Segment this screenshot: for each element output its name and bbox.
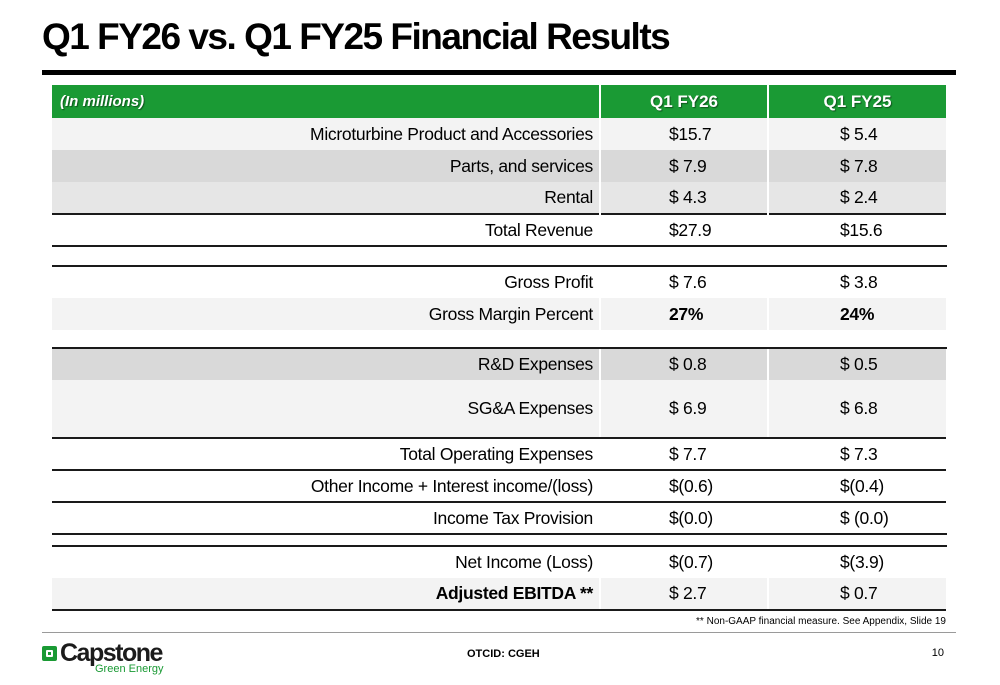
q1fy25-value: $ 2.4: [768, 182, 946, 214]
q1fy26-value: $(0.6): [600, 470, 769, 503]
footnote: ** Non-GAAP financial measure. See Appen…: [696, 616, 946, 627]
row-label: Gross Margin Percent: [52, 298, 601, 330]
page-number: 10: [931, 647, 944, 659]
spacer-row: [52, 534, 947, 547]
header-q1fy26: Q1 FY26: [600, 85, 769, 118]
row-label: Adjusted EBITDA **: [52, 578, 601, 611]
q1fy26-value: $ 6.9: [600, 380, 769, 439]
spacer-cell: [600, 534, 769, 547]
q1fy26-value: $ 4.3: [600, 182, 769, 214]
spacer-cell: [768, 330, 947, 349]
table-row: Net Income (Loss) $(0.7) $(3.9): [52, 546, 946, 578]
spacer-cell: [768, 534, 947, 547]
table-row-total-revenue: Total Revenue $27.9 $15.6: [52, 213, 946, 247]
logo-subtitle: Green Energy: [95, 663, 164, 675]
q1fy26-value: $27.9: [600, 213, 769, 247]
table-row: Gross Margin Percent 27% 24%: [52, 298, 946, 330]
spacer-cell: [52, 330, 601, 349]
q1fy25-value: $ 3.8: [768, 266, 946, 298]
q1fy25-value: $(3.9): [768, 546, 946, 578]
q1fy26-value: $ 0.8: [600, 348, 769, 380]
ticker-symbol: OTCID: CGEH: [467, 648, 540, 660]
spacer-cell: [600, 246, 769, 267]
row-label: Gross Profit: [52, 266, 601, 298]
header-q1fy25: Q1 FY25: [768, 85, 946, 118]
q1fy25-value: $ 6.8: [768, 380, 946, 439]
q1fy25-value: $ 0.5: [768, 348, 946, 380]
footer-divider: [42, 632, 956, 633]
row-label: R&D Expenses: [52, 348, 601, 380]
table-row: Parts, and services $ 7.9 $ 7.8: [52, 150, 946, 182]
row-label: Income Tax Provision: [52, 502, 601, 535]
table-row: SG&A Expenses $ 6.9 $ 6.8: [52, 380, 946, 439]
row-label: Parts, and services: [52, 150, 601, 182]
row-label: Rental: [52, 182, 601, 214]
row-label: Other Income + Interest income/(loss): [52, 470, 601, 503]
spacer-cell: [52, 246, 601, 267]
q1fy26-value: $(0.0): [600, 502, 769, 535]
q1fy26-value: $ 7.9: [600, 150, 769, 182]
spacer-cell: [600, 330, 769, 349]
q1fy26-value: $(0.7): [600, 546, 769, 578]
logo-name: Capstone: [60, 639, 163, 667]
q1fy25-value: $ 0.7: [768, 578, 946, 611]
q1fy26-value: $ 7.6: [600, 266, 769, 298]
table-row-adjusted-ebitda: Adjusted EBITDA ** $ 2.7 $ 0.7: [52, 578, 946, 611]
row-label: Microturbine Product and Accessories: [52, 118, 601, 150]
slide-title: Q1 FY26 vs. Q1 FY25 Financial Results: [42, 16, 671, 57]
table-row: Other Income + Interest income/(loss) $(…: [52, 470, 946, 503]
title-divider: [42, 70, 956, 75]
q1fy25-value: $ (0.0): [768, 502, 946, 535]
capstone-logo: Capstone Green Energy: [42, 639, 172, 678]
q1fy25-value: $ 7.3: [768, 438, 946, 471]
q1fy26-value: $15.7: [600, 118, 769, 150]
q1fy26-value: 27%: [600, 298, 769, 330]
spacer-cell: [768, 246, 947, 267]
row-label: Total Operating Expenses: [52, 438, 601, 471]
row-label: Total Revenue: [52, 213, 601, 247]
spacer-row: [52, 246, 947, 267]
table-row: Microturbine Product and Accessories $15…: [52, 118, 946, 150]
q1fy25-value: $ 7.8: [768, 150, 946, 182]
q1fy25-value: $ 5.4: [768, 118, 946, 150]
table-row: Rental $ 4.3 $ 2.4: [52, 182, 946, 214]
q1fy25-value: $(0.4): [768, 470, 946, 503]
table-row: R&D Expenses $ 0.8 $ 0.5: [52, 348, 946, 380]
logo-mark-icon: [42, 646, 57, 661]
spacer-row: [52, 330, 947, 349]
q1fy26-value: $ 2.7: [600, 578, 769, 611]
financial-results-table: (In millions) Q1 FY26 Q1 FY25 Microturbi…: [52, 85, 947, 611]
q1fy25-value: $15.6: [768, 213, 946, 247]
q1fy25-value: 24%: [768, 298, 946, 330]
table-row: Income Tax Provision $(0.0) $ (0.0): [52, 502, 946, 535]
table-header-row: (In millions) Q1 FY26 Q1 FY25: [52, 85, 946, 118]
header-units: (In millions): [52, 85, 601, 118]
table-row: Total Operating Expenses $ 7.7 $ 7.3: [52, 438, 946, 471]
row-label: SG&A Expenses: [52, 380, 601, 439]
q1fy26-value: $ 7.7: [600, 438, 769, 471]
table-row: Gross Profit $ 7.6 $ 3.8: [52, 266, 946, 298]
row-label: Net Income (Loss): [52, 546, 601, 578]
spacer-cell: [52, 534, 601, 547]
